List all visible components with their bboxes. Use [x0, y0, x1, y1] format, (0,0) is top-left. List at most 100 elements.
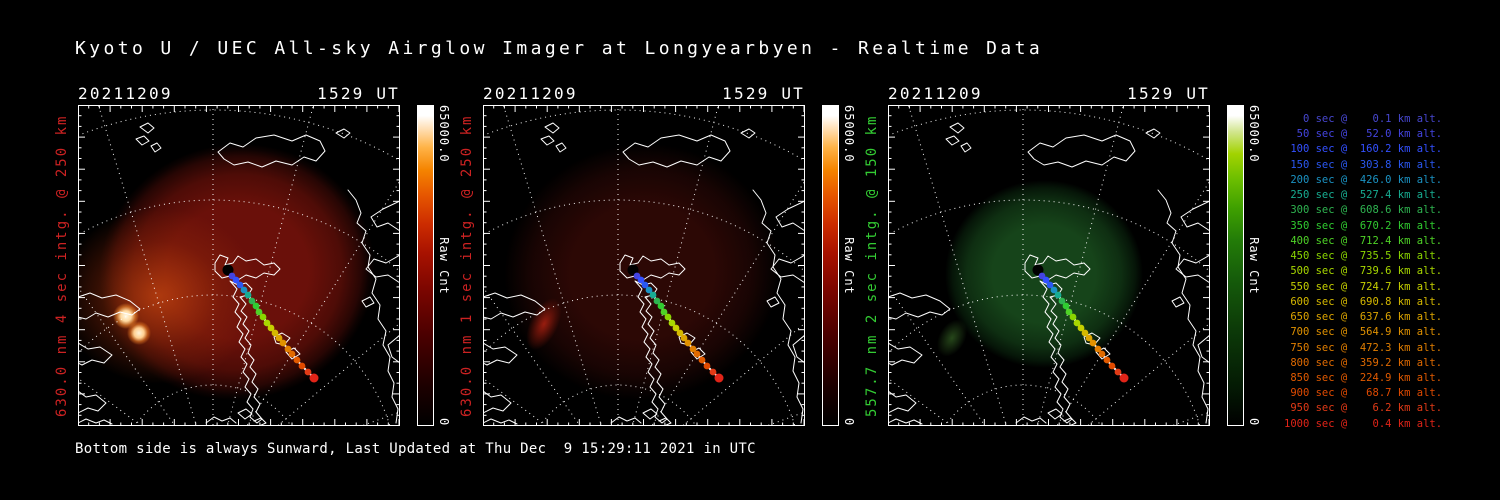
- raw-count-colorbar: [1227, 105, 1244, 426]
- legend-row: 600 sec @ 690.8 km alt.: [1284, 295, 1443, 308]
- colorbar-labels: 65000.0 Raw Cnt 0: [842, 105, 858, 426]
- allsky-map-plot: [483, 105, 805, 426]
- colorbar-min-label: 0: [437, 417, 451, 426]
- trajectory-marker: [672, 324, 680, 332]
- colorbar-min-label: 0: [842, 417, 856, 426]
- legend-row: 900 sec @ 68.7 km alt.: [1284, 387, 1443, 400]
- map-coastlines-graticule: [484, 106, 804, 425]
- trajectory-marker: [668, 319, 676, 327]
- trajectory-marker: [689, 345, 697, 353]
- trajectory-marker: [1054, 291, 1062, 299]
- trajectory-marker: [664, 313, 672, 321]
- panel-date: 20211209: [888, 84, 983, 103]
- panel-630nm-1sec: 20211209 1529 UT 630.0 nm 1 sec intg. @ 25…: [459, 84, 863, 454]
- colorbar-labels: 65000.0 Raw Cnt 0: [1247, 105, 1263, 426]
- trajectory-marker: [1098, 350, 1106, 358]
- wavelength-integration-label: 630.0 nm 1 sec intg. @ 250 km: [459, 114, 475, 417]
- colorbar-max-label: 65000.0: [1247, 105, 1261, 163]
- trajectory-marker: [684, 339, 692, 347]
- trajectory-marker: [627, 264, 639, 276]
- trajectory-marker: [252, 302, 260, 310]
- footer-status-text: Bottom side is always Sunward, Last Upda…: [75, 441, 756, 457]
- panel-date: 20211209: [483, 84, 578, 103]
- colorbar-max-label: 65000.0: [842, 105, 856, 163]
- legend-row: 850 sec @ 224.9 km alt.: [1284, 371, 1443, 384]
- trajectory-marker: [637, 276, 645, 284]
- legend-row: 400 sec @ 712.4 km alt.: [1284, 234, 1443, 247]
- trajectory-marker: [244, 291, 252, 299]
- colorbar-min-label: 0: [1247, 417, 1261, 426]
- legend-row: 650 sec @ 637.6 km alt.: [1284, 311, 1443, 324]
- trajectory-marker: [714, 373, 724, 383]
- colorbar-units-label: Raw Cnt: [842, 236, 856, 295]
- legend-row: 50 sec @ 52.0 km alt.: [1284, 128, 1443, 141]
- panel-time-ut: 1529 UT: [1127, 84, 1210, 103]
- legend-row: 450 sec @ 735.5 km alt.: [1284, 250, 1443, 263]
- trajectory-time-altitude-legend: 0 sec @ 0.1 km alt. 50 sec @ 52.0 km alt…: [1284, 112, 1442, 432]
- trajectory-marker: [240, 286, 248, 294]
- legend-row: 800 sec @ 359.2 km alt.: [1284, 356, 1443, 369]
- legend-row: 700 sec @ 564.9 km alt.: [1284, 326, 1443, 339]
- allsky-map-plot: [78, 105, 400, 426]
- wavelength-integration-label: 630.0 nm 4 sec intg. @ 250 km: [54, 114, 70, 417]
- trajectory-marker: [676, 329, 684, 337]
- panel-time-ut: 1529 UT: [722, 84, 805, 103]
- trajectory-marker: [698, 356, 706, 364]
- trajectory-marker: [309, 373, 319, 383]
- trajectory-marker: [645, 286, 653, 294]
- legend-row: 150 sec @ 303.8 km alt.: [1284, 158, 1443, 171]
- legend-row: 950 sec @ 6.2 km alt.: [1284, 402, 1443, 415]
- trajectory-marker: [304, 368, 312, 376]
- trajectory-marker: [1065, 308, 1073, 316]
- trajectory-marker: [1094, 345, 1102, 353]
- trajectory-marker: [267, 324, 275, 332]
- legend-row: 300 sec @ 608.6 km alt.: [1284, 204, 1443, 217]
- trajectory-marker: [1032, 264, 1044, 276]
- panel-557nm-2sec: 20211209 1529 UT 557.7 nm 2 sec intg. @ 15…: [864, 84, 1268, 454]
- trajectory-marker: [288, 350, 296, 358]
- trajectory-marker: [660, 308, 668, 316]
- trajectory-marker: [693, 350, 701, 358]
- trajectory-marker: [709, 368, 717, 376]
- panel-date: 20211209: [78, 84, 173, 103]
- trajectory-marker: [1081, 329, 1089, 337]
- trajectory-marker: [1042, 276, 1050, 284]
- colorbar-units-label: Raw Cnt: [1247, 236, 1261, 295]
- trajectory-marker: [1069, 313, 1077, 321]
- legend-row: 200 sec @ 426.0 km alt.: [1284, 173, 1443, 186]
- trajectory-marker: [1114, 368, 1122, 376]
- legend-row: 550 sec @ 724.7 km alt.: [1284, 280, 1443, 293]
- trajectory-marker: [649, 291, 657, 299]
- trajectory-marker: [271, 329, 279, 337]
- trajectory-marker: [1058, 297, 1066, 305]
- trajectory-marker: [1050, 286, 1058, 294]
- trajectory-marker: [1089, 339, 1097, 347]
- trajectory-marker: [279, 339, 287, 347]
- legend-row: 1000 sec @ 0.4 km alt.: [1284, 417, 1443, 430]
- page-title: Kyoto U / UEC All-sky Airglow Imager at …: [75, 38, 1044, 59]
- trajectory-marker: [275, 334, 283, 342]
- trajectory-marker: [1085, 334, 1093, 342]
- trajectory-marker: [1077, 324, 1085, 332]
- panel-time-ut: 1529 UT: [317, 84, 400, 103]
- trajectory-marker: [703, 362, 711, 370]
- panel-630nm-4sec: 20211209 1529 UT 630.0 nm 4 sec intg. @ 25…: [54, 84, 458, 454]
- legend-row: 350 sec @ 670.2 km alt.: [1284, 219, 1443, 232]
- trajectory-marker: [248, 297, 256, 305]
- trajectory-marker: [680, 334, 688, 342]
- legend-row: 0 sec @ 0.1 km alt.: [1284, 113, 1443, 125]
- trajectory-marker: [1108, 362, 1116, 370]
- wavelength-integration-label: 557.7 nm 2 sec intg. @ 150 km: [864, 114, 880, 417]
- trajectory-marker: [1046, 281, 1054, 289]
- colorbar-labels: 65000.0 Raw Cnt 0: [437, 105, 453, 426]
- trajectory-marker: [255, 308, 263, 316]
- trajectory-marker: [293, 356, 301, 364]
- trajectory-marker: [1062, 302, 1070, 310]
- trajectory-marker: [236, 281, 244, 289]
- trajectory-marker: [1119, 373, 1129, 383]
- map-coastlines-graticule: [889, 106, 1209, 425]
- legend-row: 750 sec @ 472.3 km alt.: [1284, 341, 1443, 354]
- raw-count-colorbar: [822, 105, 839, 426]
- legend-row: 250 sec @ 527.4 km alt.: [1284, 189, 1443, 202]
- trajectory-marker: [232, 276, 240, 284]
